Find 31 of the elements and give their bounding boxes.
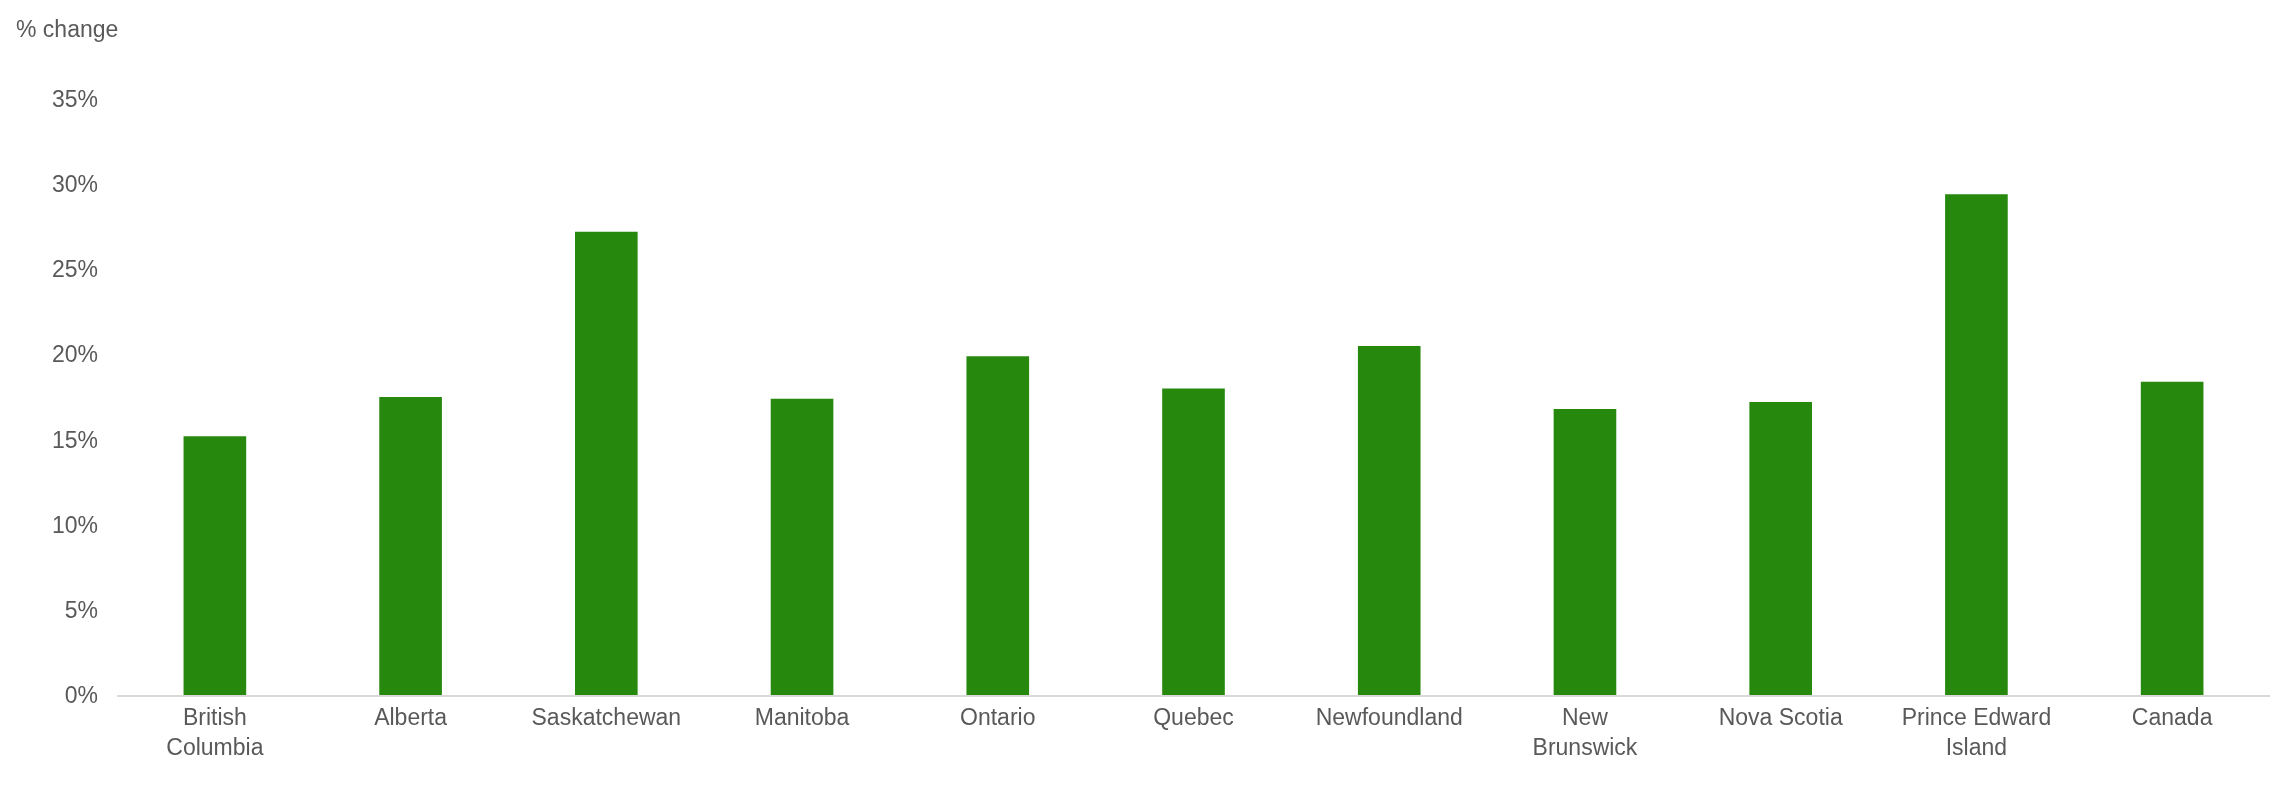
bar: [770, 398, 834, 695]
bar: [1749, 402, 1812, 695]
bar: [2140, 381, 2204, 695]
y-tick-label: 0%: [64, 682, 98, 709]
bar: [379, 397, 442, 695]
x-tick-label: Ontario: [960, 703, 1036, 730]
x-tick-label: Saskatchewan: [531, 703, 682, 730]
bar: [1553, 408, 1617, 695]
x-tick-label: Nova Scotia: [1718, 703, 1843, 730]
x-tick-label: Manitoba: [754, 703, 850, 730]
y-axis-title: % change: [16, 16, 119, 42]
y-tick-label: 10%: [51, 511, 98, 538]
x-tick-label: British Columbia: [166, 703, 264, 760]
bar: [1945, 194, 2008, 695]
bar: [966, 356, 1030, 695]
x-tick-label: Prince Edward Island: [1901, 703, 2052, 760]
x-tick-label: Newfoundland: [1315, 703, 1463, 730]
bar: [1357, 345, 1421, 695]
y-tick-label: 35%: [51, 86, 98, 113]
x-tick-label: Alberta: [374, 703, 448, 730]
y-tick-label: 25%: [51, 256, 98, 283]
y-tick-label: 30%: [51, 171, 98, 198]
x-tick-label: Canada: [2131, 703, 2213, 730]
y-tick-label: 15%: [51, 426, 98, 453]
y-tick-label: 5%: [64, 596, 98, 623]
x-tick-label: New Brunswick: [1532, 703, 1638, 760]
x-tick-label: Quebec: [1153, 703, 1234, 730]
bar: [1162, 388, 1225, 695]
bar: [575, 231, 638, 695]
y-tick-label: 20%: [51, 341, 98, 368]
bar: [183, 436, 247, 695]
